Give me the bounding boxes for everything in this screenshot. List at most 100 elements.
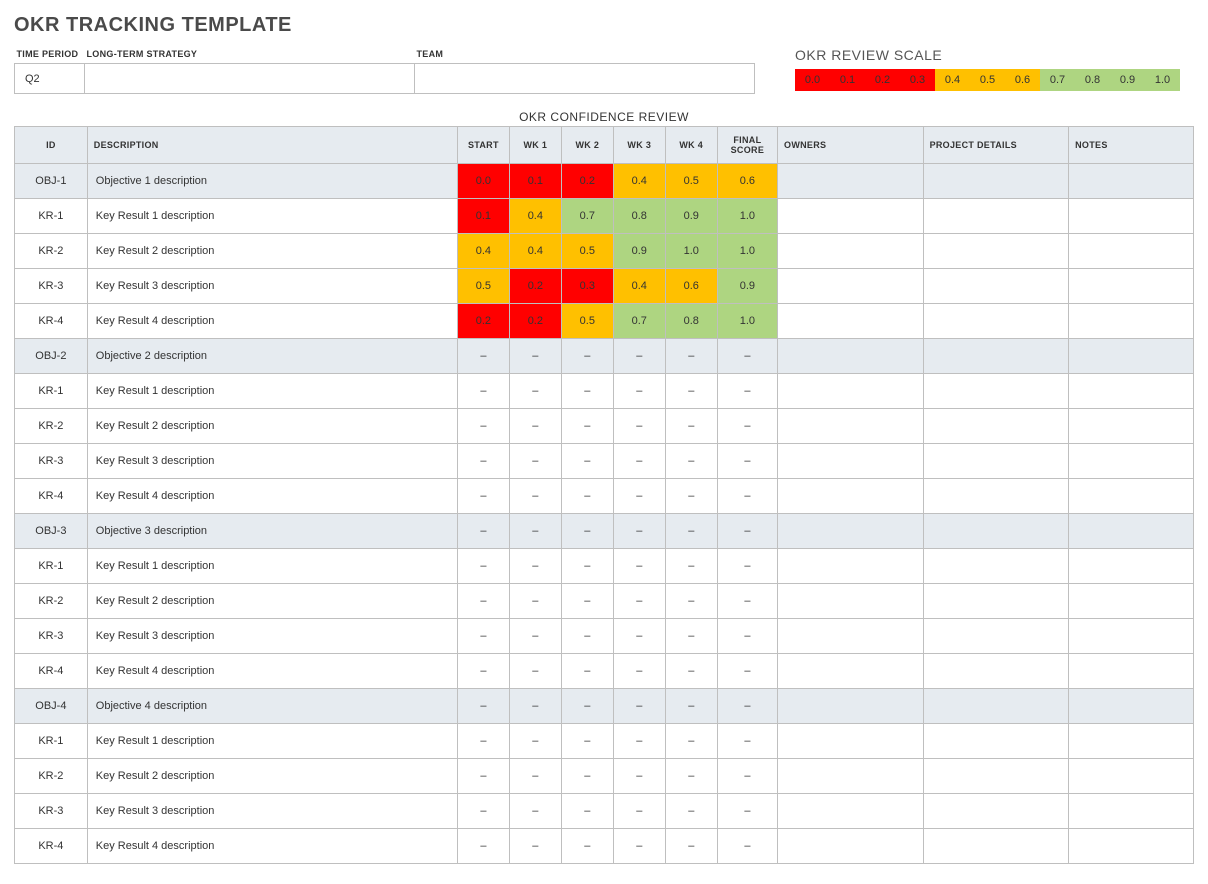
row-notes[interactable]: [1069, 794, 1194, 829]
row-owners[interactable]: [778, 409, 924, 444]
score-cell[interactable]: –: [665, 444, 717, 479]
row-description[interactable]: Key Result 3 description: [87, 444, 457, 479]
score-cell[interactable]: 0.9: [665, 199, 717, 234]
row-owners[interactable]: [778, 654, 924, 689]
row-description[interactable]: Key Result 4 description: [87, 479, 457, 514]
score-cell[interactable]: –: [509, 689, 561, 724]
score-cell[interactable]: –: [457, 724, 509, 759]
row-description[interactable]: Key Result 4 description: [87, 654, 457, 689]
row-notes[interactable]: [1069, 339, 1194, 374]
row-owners[interactable]: [778, 794, 924, 829]
score-cell[interactable]: –: [717, 724, 777, 759]
score-cell[interactable]: 0.9: [613, 234, 665, 269]
score-cell[interactable]: 0.6: [665, 269, 717, 304]
score-cell[interactable]: –: [665, 619, 717, 654]
row-notes[interactable]: [1069, 584, 1194, 619]
score-cell[interactable]: –: [509, 374, 561, 409]
row-notes[interactable]: [1069, 234, 1194, 269]
score-cell[interactable]: –: [561, 619, 613, 654]
score-cell[interactable]: –: [613, 794, 665, 829]
row-owners[interactable]: [778, 164, 924, 199]
score-cell[interactable]: –: [457, 444, 509, 479]
score-cell[interactable]: –: [665, 409, 717, 444]
row-details[interactable]: [923, 549, 1069, 584]
row-owners[interactable]: [778, 759, 924, 794]
row-description[interactable]: Key Result 3 description: [87, 269, 457, 304]
score-cell[interactable]: 0.2: [509, 269, 561, 304]
score-cell[interactable]: –: [717, 479, 777, 514]
row-description[interactable]: Key Result 2 description: [87, 759, 457, 794]
row-description[interactable]: Objective 1 description: [87, 164, 457, 199]
score-cell[interactable]: –: [561, 409, 613, 444]
meta-value-strategy[interactable]: [85, 64, 415, 94]
score-cell[interactable]: –: [717, 514, 777, 549]
score-cell[interactable]: –: [457, 759, 509, 794]
row-details[interactable]: [923, 164, 1069, 199]
score-cell[interactable]: –: [613, 654, 665, 689]
score-cell[interactable]: –: [509, 724, 561, 759]
score-cell[interactable]: –: [613, 689, 665, 724]
row-owners[interactable]: [778, 584, 924, 619]
score-cell[interactable]: –: [561, 374, 613, 409]
row-details[interactable]: [923, 234, 1069, 269]
score-cell[interactable]: –: [561, 514, 613, 549]
score-cell[interactable]: –: [457, 829, 509, 864]
row-description[interactable]: Key Result 2 description: [87, 234, 457, 269]
score-cell[interactable]: –: [509, 794, 561, 829]
score-cell[interactable]: 0.3: [561, 269, 613, 304]
score-cell[interactable]: –: [717, 549, 777, 584]
score-cell[interactable]: –: [509, 584, 561, 619]
score-cell[interactable]: 0.2: [457, 304, 509, 339]
score-cell[interactable]: –: [613, 584, 665, 619]
score-cell[interactable]: –: [717, 654, 777, 689]
score-cell[interactable]: –: [613, 549, 665, 584]
row-details[interactable]: [923, 444, 1069, 479]
row-details[interactable]: [923, 689, 1069, 724]
score-cell[interactable]: 0.8: [665, 304, 717, 339]
score-cell[interactable]: 0.5: [665, 164, 717, 199]
row-notes[interactable]: [1069, 514, 1194, 549]
row-details[interactable]: [923, 759, 1069, 794]
score-cell[interactable]: –: [457, 479, 509, 514]
score-cell[interactable]: 1.0: [717, 304, 777, 339]
score-cell[interactable]: –: [717, 759, 777, 794]
score-cell[interactable]: 0.4: [509, 234, 561, 269]
score-cell[interactable]: –: [561, 724, 613, 759]
score-cell[interactable]: 0.0: [457, 164, 509, 199]
row-notes[interactable]: [1069, 654, 1194, 689]
row-notes[interactable]: [1069, 304, 1194, 339]
score-cell[interactable]: –: [613, 759, 665, 794]
score-cell[interactable]: –: [613, 514, 665, 549]
score-cell[interactable]: –: [561, 654, 613, 689]
score-cell[interactable]: –: [613, 619, 665, 654]
score-cell[interactable]: –: [665, 759, 717, 794]
row-notes[interactable]: [1069, 164, 1194, 199]
row-owners[interactable]: [778, 689, 924, 724]
score-cell[interactable]: –: [561, 584, 613, 619]
score-cell[interactable]: –: [457, 794, 509, 829]
row-notes[interactable]: [1069, 479, 1194, 514]
row-notes[interactable]: [1069, 444, 1194, 479]
row-details[interactable]: [923, 794, 1069, 829]
score-cell[interactable]: –: [561, 829, 613, 864]
score-cell[interactable]: –: [613, 724, 665, 759]
score-cell[interactable]: –: [457, 549, 509, 584]
row-notes[interactable]: [1069, 409, 1194, 444]
score-cell[interactable]: –: [457, 584, 509, 619]
score-cell[interactable]: –: [509, 444, 561, 479]
row-details[interactable]: [923, 269, 1069, 304]
row-details[interactable]: [923, 374, 1069, 409]
row-description[interactable]: Key Result 1 description: [87, 724, 457, 759]
score-cell[interactable]: –: [665, 374, 717, 409]
score-cell[interactable]: –: [717, 339, 777, 374]
score-cell[interactable]: 0.7: [561, 199, 613, 234]
row-details[interactable]: [923, 829, 1069, 864]
row-owners[interactable]: [778, 829, 924, 864]
row-notes[interactable]: [1069, 269, 1194, 304]
row-description[interactable]: Key Result 3 description: [87, 619, 457, 654]
meta-value-time-period[interactable]: Q2: [15, 64, 85, 94]
row-owners[interactable]: [778, 234, 924, 269]
row-details[interactable]: [923, 339, 1069, 374]
row-owners[interactable]: [778, 269, 924, 304]
score-cell[interactable]: 0.1: [457, 199, 509, 234]
